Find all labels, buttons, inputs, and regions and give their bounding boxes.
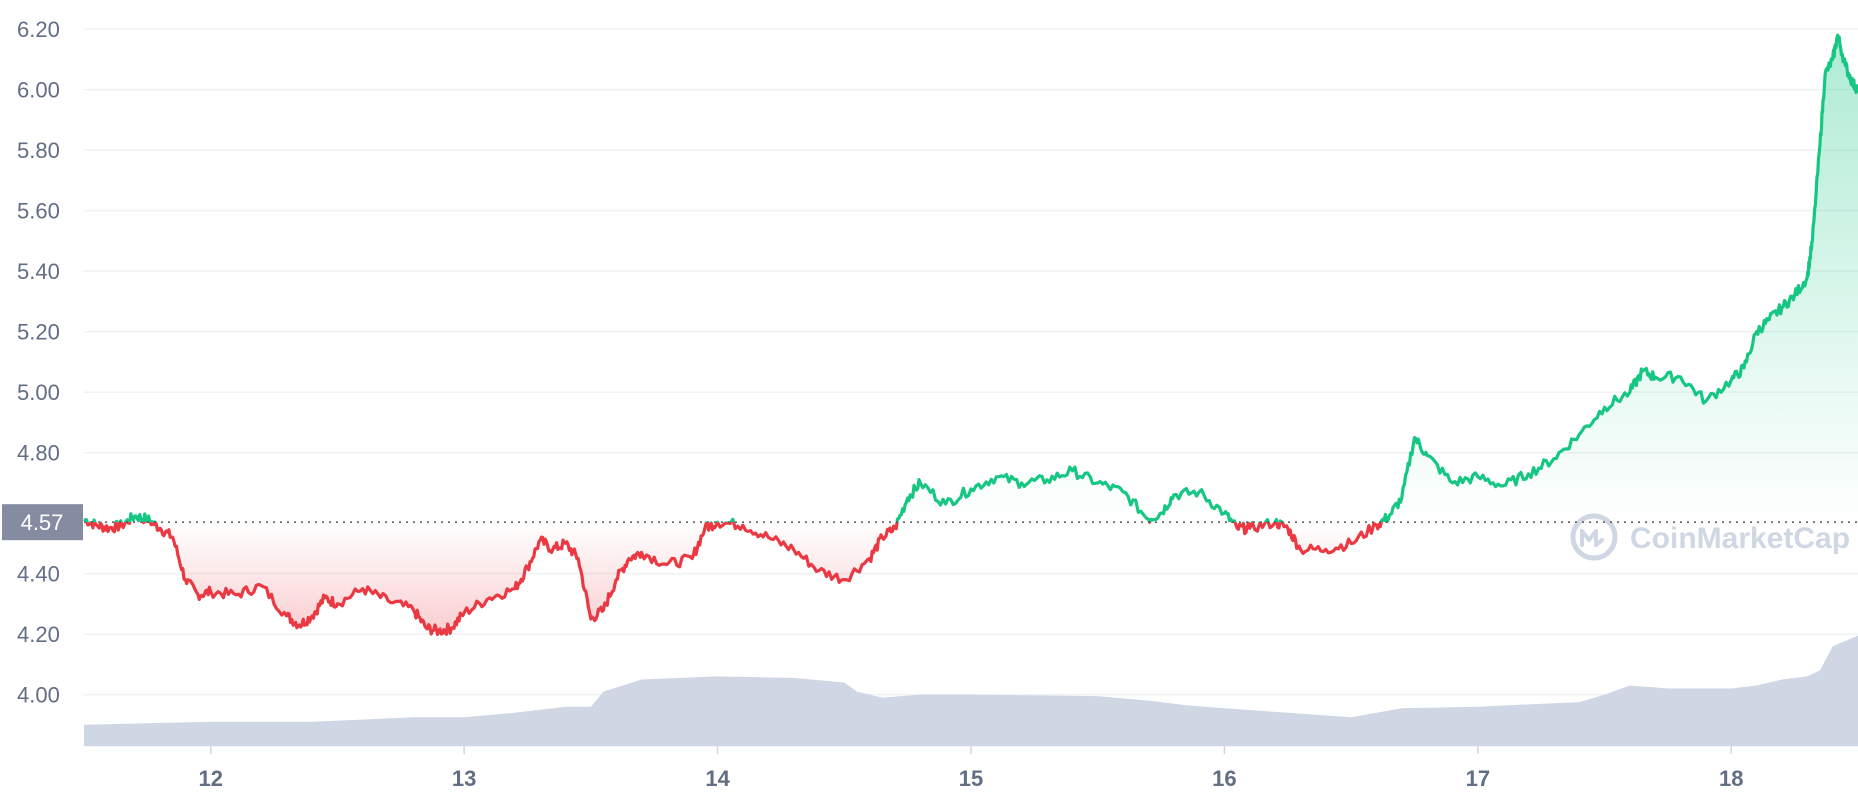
- coinmarketcap-watermark: CoinMarketCap: [1570, 513, 1850, 561]
- y-tick-label: 6.20: [17, 17, 60, 42]
- x-tick-label: 17: [1466, 766, 1490, 791]
- x-tick-label: 18: [1719, 766, 1743, 791]
- x-tick-label: 15: [959, 766, 983, 791]
- grid: [84, 28, 1858, 747]
- watermark-text: CoinMarketCap: [1630, 522, 1850, 555]
- x-tick-label: 13: [452, 766, 476, 791]
- y-tick-label: 5.80: [17, 138, 60, 163]
- price-line-down: [85, 522, 1389, 636]
- reference-price-label: 4.57: [21, 510, 64, 535]
- y-tick-label: 4.00: [17, 683, 60, 708]
- y-tick-label: 4.80: [17, 441, 60, 466]
- y-tick-label: 5.60: [17, 199, 60, 224]
- price-fill-down: [84, 522, 1858, 635]
- reference-price-badge: 4.57: [2, 504, 83, 541]
- volume-area-group: [84, 635, 1858, 746]
- volume-area: [84, 635, 1858, 746]
- x-tick-label: 12: [198, 766, 222, 791]
- x-tick-label: 14: [705, 766, 730, 791]
- y-tick-label: 5.40: [17, 259, 60, 284]
- coinmarketcap-logo-icon: [1570, 513, 1618, 561]
- price-fill-group: [84, 35, 1858, 635]
- x-tick-label: 16: [1212, 766, 1236, 791]
- y-tick-label: 5.00: [17, 380, 60, 405]
- x-axis: 12 13 14 15 16 17 18: [198, 746, 1744, 791]
- y-axis: 6.20 6.00 5.80 5.60 5.40 5.20 5.00 4.80 4.40 4.20…: [17, 17, 60, 707]
- y-tick-label: 5.20: [17, 320, 60, 345]
- price-fill-up: [84, 35, 1858, 523]
- y-tick-label: 4.40: [17, 562, 60, 587]
- y-tick-label: 6.00: [17, 78, 60, 103]
- price-line-group: [83, 33, 1858, 636]
- y-tick-label: 4.20: [17, 622, 60, 647]
- price-line-up: [83, 33, 1858, 523]
